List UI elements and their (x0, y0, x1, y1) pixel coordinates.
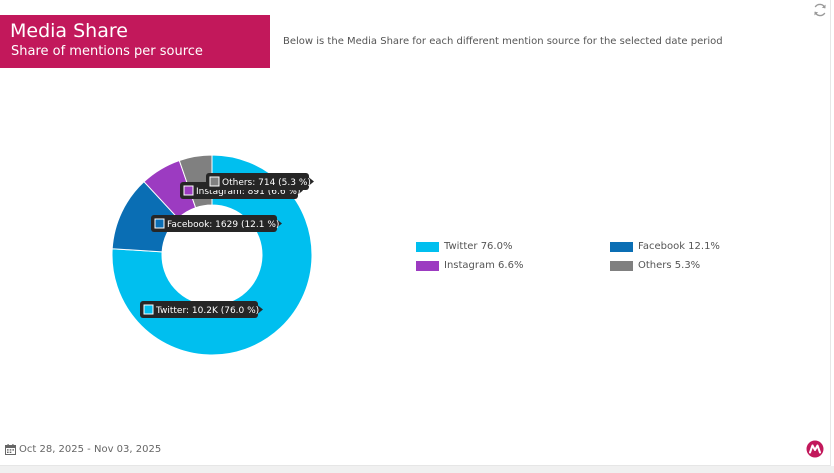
bottom-strip (0, 466, 834, 473)
svg-text:Twitter: 10.2K (76.0 %): Twitter: 10.2K (76.0 %) (155, 306, 259, 316)
footer-date: Oct 28, 2025 - Nov 03, 2025 (5, 444, 161, 455)
data-label-facebook: Facebook: 1629 (12.1 %) (151, 215, 282, 232)
calendar-icon (5, 444, 16, 455)
data-label-others: Others: 714 (5.3 %) (206, 173, 314, 190)
svg-text:Instagram: 891 (6.6 %): Instagram: 891 (6.6 %) (196, 187, 300, 197)
page-subtitle: Share of mentions per source (11, 44, 203, 59)
legend-item-others[interactable]: Others 5.3% (610, 260, 700, 271)
svg-text:Facebook: 1629 (12.1 %): Facebook: 1629 (12.1 %) (167, 220, 279, 230)
legend-label: Twitter 76.0% (444, 241, 513, 252)
legend-swatch (416, 241, 439, 252)
chart-description: Below is the Media Share for each differ… (283, 36, 723, 47)
data-label-twitter: Twitter: 10.2K (76.0 %) (140, 301, 263, 318)
legend-swatch (416, 260, 439, 271)
svg-text:Others: 714 (5.3 %): Others: 714 (5.3 %) (222, 178, 311, 188)
legend-item-twitter[interactable]: Twitter 76.0% (416, 241, 512, 252)
page-title: Media Share (10, 20, 128, 42)
legend-swatch (610, 241, 633, 252)
legend-label: Facebook 12.1% (638, 241, 720, 252)
legend-swatch (610, 260, 633, 271)
refresh-icon[interactable] (812, 2, 828, 18)
legend-item-instagram[interactable]: Instagram 6.6% (416, 260, 523, 271)
brand-logo (806, 440, 824, 458)
legend-label: Others 5.3% (638, 260, 701, 271)
title-banner: Media Share Share of mentions per source (0, 15, 270, 68)
date-range-text: Oct 28, 2025 - Nov 03, 2025 (19, 444, 162, 455)
legend-item-facebook[interactable]: Facebook 12.1% (610, 241, 720, 252)
legend-label: Instagram 6.6% (444, 260, 524, 271)
